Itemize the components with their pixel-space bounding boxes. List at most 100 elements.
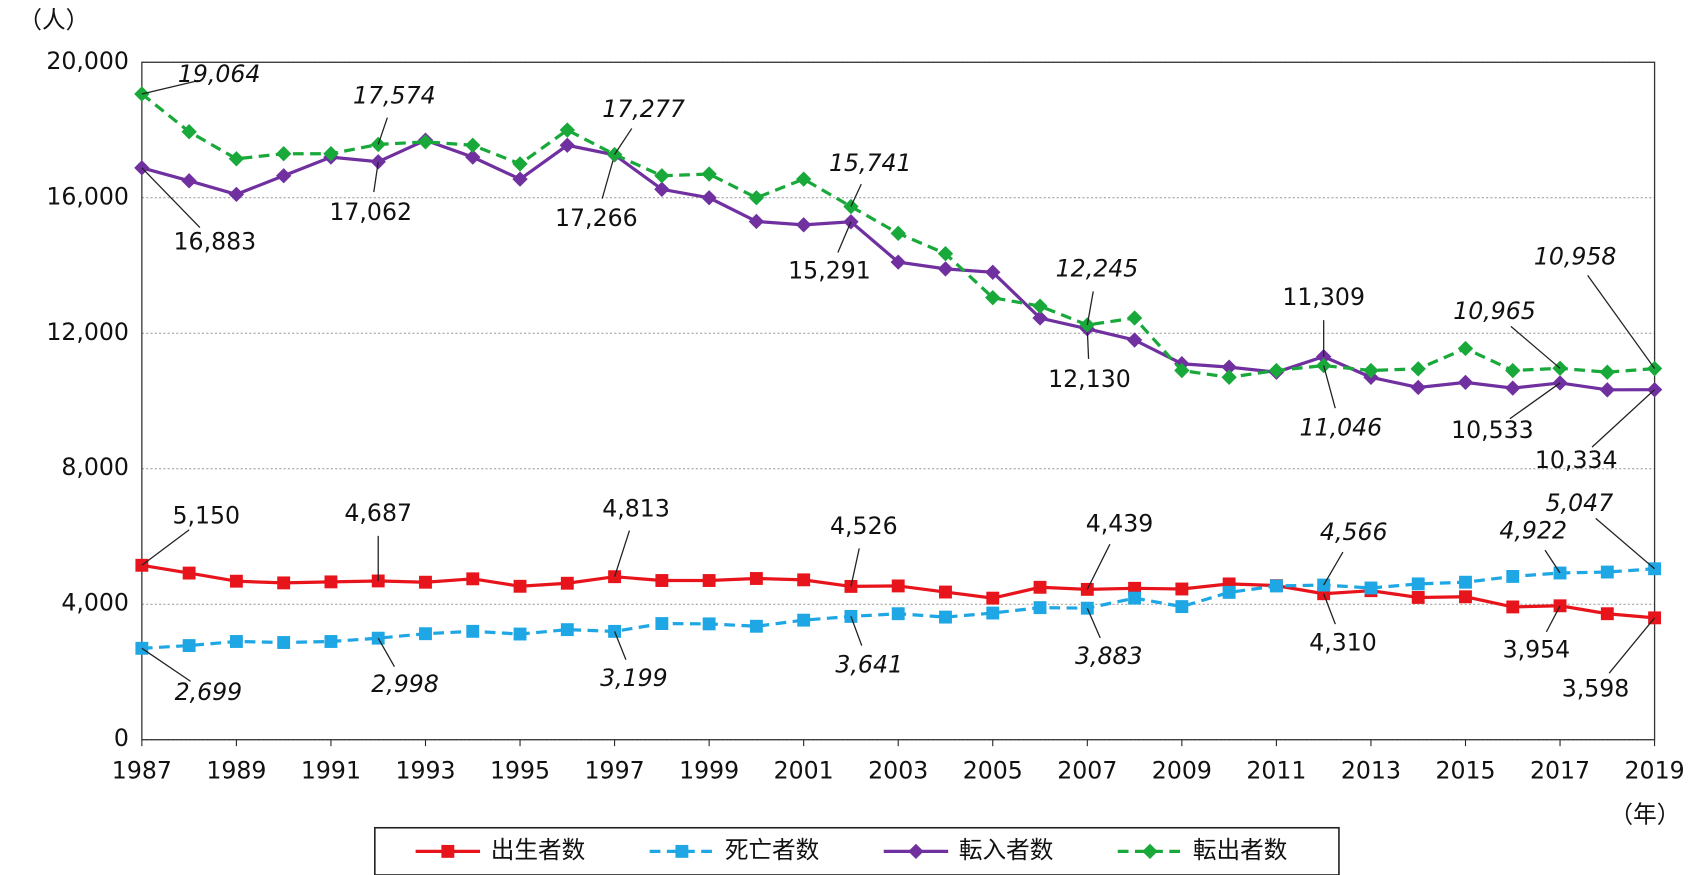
point — [797, 573, 811, 587]
leader-line — [1591, 389, 1656, 448]
point — [749, 572, 763, 585]
point — [1599, 382, 1615, 398]
leader-line — [1544, 549, 1561, 574]
leader-line — [141, 529, 190, 566]
point — [655, 617, 669, 630]
x-tick-label: 2003 — [868, 756, 928, 784]
point — [1600, 607, 1614, 621]
point — [513, 579, 527, 593]
point — [1459, 590, 1472, 604]
leader-line — [1510, 325, 1561, 369]
point — [419, 575, 432, 589]
point — [844, 579, 858, 593]
x-tick-label: 2001 — [774, 756, 834, 784]
point — [181, 173, 197, 189]
x-tick-label: 1993 — [395, 756, 455, 784]
point — [748, 213, 765, 230]
data-label: 3,199 — [600, 664, 668, 692]
data-label: 2,998 — [371, 670, 439, 698]
leader-line — [141, 167, 201, 229]
point — [1599, 364, 1615, 380]
data-label: 4,687 — [344, 499, 412, 527]
leader-line — [1587, 275, 1656, 369]
leader-line — [1323, 593, 1336, 625]
point — [1221, 369, 1237, 385]
point — [891, 607, 905, 621]
x-tick-label: 2005 — [963, 756, 1023, 784]
point — [1175, 600, 1189, 614]
data-label: 5,047 — [1546, 489, 1614, 517]
data-label: 4,566 — [1320, 518, 1388, 546]
point — [229, 635, 243, 648]
point — [1221, 359, 1237, 375]
point — [324, 575, 338, 589]
leader-line — [850, 183, 862, 207]
data-label: 17,062 — [329, 198, 412, 226]
y-tick-label: 4,000 — [61, 589, 129, 617]
y-tick-label: 16,000 — [46, 182, 129, 210]
leader-line — [837, 221, 852, 253]
x-tick-label: 2013 — [1341, 756, 1401, 784]
point — [1506, 570, 1520, 583]
data-label: 12,130 — [1048, 365, 1131, 393]
data-label: 11,309 — [1282, 283, 1365, 311]
point — [939, 585, 952, 599]
point — [939, 610, 952, 624]
point — [1459, 575, 1472, 589]
point — [1411, 577, 1425, 591]
x-tick-label: 2009 — [1152, 756, 1212, 784]
data-label: 10,533 — [1451, 416, 1534, 444]
leader-line — [1545, 605, 1561, 633]
data-label: 3,598 — [1562, 674, 1630, 702]
point — [1315, 348, 1332, 365]
point — [182, 566, 196, 580]
point — [702, 617, 716, 631]
leader-line — [377, 637, 396, 668]
data-label: 10,334 — [1535, 446, 1618, 474]
data-label: 4,310 — [1309, 629, 1377, 657]
point — [1506, 600, 1520, 614]
point — [1410, 379, 1426, 396]
point — [277, 576, 291, 590]
x-tick-label: 2017 — [1530, 756, 1590, 784]
data-label: 12,245 — [1056, 255, 1139, 283]
x-unit: （年） — [1609, 800, 1680, 828]
point — [985, 264, 1001, 280]
point — [701, 166, 717, 182]
x-tick-label: 1991 — [301, 756, 361, 784]
data-label: 5,150 — [172, 501, 240, 529]
point — [324, 635, 338, 648]
leader-line — [141, 80, 199, 95]
x-tick-label: 1989 — [206, 756, 266, 784]
point — [1175, 582, 1189, 596]
leader-line — [1086, 543, 1111, 590]
x-tick-label: 2019 — [1625, 756, 1685, 784]
point — [655, 574, 669, 587]
data-label: 4,439 — [1086, 509, 1154, 537]
point — [513, 627, 527, 641]
leader-line — [1509, 382, 1561, 420]
point — [1128, 581, 1142, 595]
point — [1364, 581, 1378, 595]
point — [465, 137, 481, 153]
data-label: 17,574 — [353, 82, 436, 110]
legend-marker — [441, 844, 455, 858]
point — [1222, 585, 1236, 599]
y-tick-label: 20,000 — [46, 47, 129, 75]
x-tick-label: 2007 — [1057, 756, 1117, 784]
point — [182, 639, 196, 652]
leader-line — [1086, 291, 1094, 326]
point — [702, 574, 716, 587]
data-label: 2,699 — [175, 678, 243, 706]
data-label: 17,277 — [602, 95, 685, 123]
point — [1174, 362, 1190, 379]
leader-line — [377, 117, 389, 145]
x-tick-label: 2011 — [1246, 756, 1306, 784]
leader-line — [1086, 607, 1101, 639]
point — [1269, 579, 1283, 593]
point — [937, 261, 954, 277]
point — [1410, 361, 1426, 377]
